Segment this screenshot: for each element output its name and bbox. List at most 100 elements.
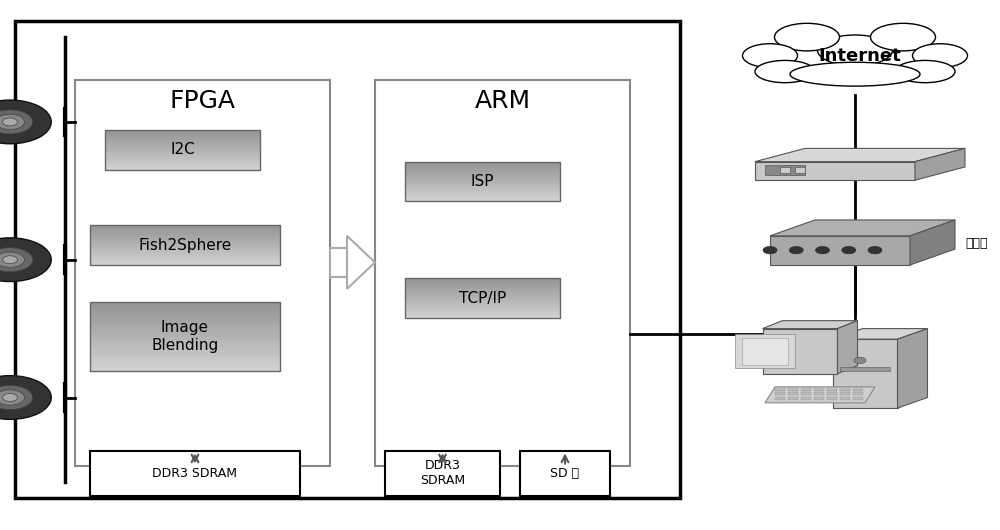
Bar — [90, 350, 280, 354]
Bar — [405, 290, 560, 292]
Bar — [90, 259, 280, 261]
Bar — [827, 397, 837, 400]
Bar — [105, 134, 260, 136]
Bar — [405, 199, 560, 201]
Circle shape — [3, 256, 17, 263]
Bar — [840, 392, 850, 395]
Bar — [105, 156, 260, 158]
Bar — [90, 251, 280, 253]
Bar — [405, 292, 560, 294]
Polygon shape — [770, 236, 910, 265]
Bar — [814, 397, 824, 400]
Circle shape — [789, 246, 803, 254]
Polygon shape — [755, 148, 965, 162]
Bar — [405, 186, 560, 188]
Bar — [105, 146, 260, 148]
Circle shape — [0, 248, 33, 272]
Bar — [90, 450, 300, 496]
Polygon shape — [765, 387, 875, 403]
Bar — [405, 191, 560, 193]
Polygon shape — [898, 329, 928, 408]
Bar — [405, 196, 560, 198]
Bar — [90, 302, 280, 305]
Bar — [405, 170, 560, 172]
Bar — [405, 302, 560, 304]
Bar — [827, 392, 837, 395]
Circle shape — [854, 357, 866, 364]
Circle shape — [842, 246, 856, 254]
Bar — [405, 304, 560, 306]
Bar — [827, 387, 837, 391]
Bar — [405, 188, 560, 190]
Polygon shape — [915, 148, 965, 180]
Bar — [90, 247, 280, 249]
Bar — [405, 181, 560, 183]
Bar — [90, 354, 280, 357]
Bar — [90, 263, 280, 265]
Bar — [90, 225, 280, 265]
Bar — [90, 239, 280, 241]
Polygon shape — [832, 339, 898, 408]
Bar — [405, 306, 560, 308]
Bar — [90, 313, 280, 316]
Text: DDR3 SDRAM: DDR3 SDRAM — [152, 466, 238, 480]
Bar — [90, 261, 280, 263]
Bar — [765, 165, 805, 175]
Bar — [405, 165, 560, 167]
Circle shape — [3, 118, 17, 126]
Bar — [90, 229, 280, 231]
Bar — [90, 340, 280, 343]
Bar — [105, 142, 260, 144]
Bar — [405, 164, 560, 165]
Bar — [90, 333, 280, 337]
Bar — [788, 387, 798, 391]
Ellipse shape — [895, 60, 955, 83]
Bar — [90, 253, 280, 255]
Bar — [405, 175, 560, 178]
Bar — [90, 243, 280, 245]
Bar — [801, 387, 811, 391]
Bar — [840, 367, 890, 371]
Bar — [405, 288, 560, 290]
Ellipse shape — [818, 35, 893, 66]
Bar — [75, 80, 330, 466]
Circle shape — [0, 114, 24, 129]
Bar — [788, 397, 798, 400]
Bar — [90, 302, 280, 371]
Circle shape — [763, 246, 777, 254]
Bar — [105, 149, 260, 152]
Bar — [0, 255, 32, 270]
Bar — [105, 130, 260, 132]
Bar — [90, 361, 280, 364]
Polygon shape — [763, 321, 857, 329]
Text: Fish2Sphere: Fish2Sphere — [138, 237, 232, 253]
Bar — [90, 255, 280, 257]
Circle shape — [0, 376, 51, 419]
Bar — [90, 347, 280, 350]
Bar — [405, 174, 560, 175]
Text: I2C: I2C — [170, 142, 195, 157]
Bar — [105, 164, 260, 165]
Bar — [90, 343, 280, 347]
Polygon shape — [910, 220, 955, 265]
Bar — [90, 330, 280, 333]
Bar — [90, 249, 280, 251]
Bar — [775, 392, 785, 395]
Bar — [735, 334, 795, 368]
Bar — [90, 257, 280, 259]
Circle shape — [0, 110, 33, 134]
Bar — [853, 397, 863, 400]
Bar — [405, 278, 560, 318]
Text: Internet: Internet — [819, 47, 901, 65]
Bar — [520, 450, 610, 496]
Bar — [90, 364, 280, 368]
Text: FPGA: FPGA — [170, 89, 236, 113]
Text: ARM: ARM — [474, 89, 531, 113]
Bar — [90, 368, 280, 371]
Bar — [90, 233, 280, 235]
Bar — [840, 397, 850, 400]
Bar — [775, 397, 785, 400]
Bar — [405, 167, 560, 170]
Bar — [405, 298, 560, 300]
Bar — [90, 337, 280, 340]
